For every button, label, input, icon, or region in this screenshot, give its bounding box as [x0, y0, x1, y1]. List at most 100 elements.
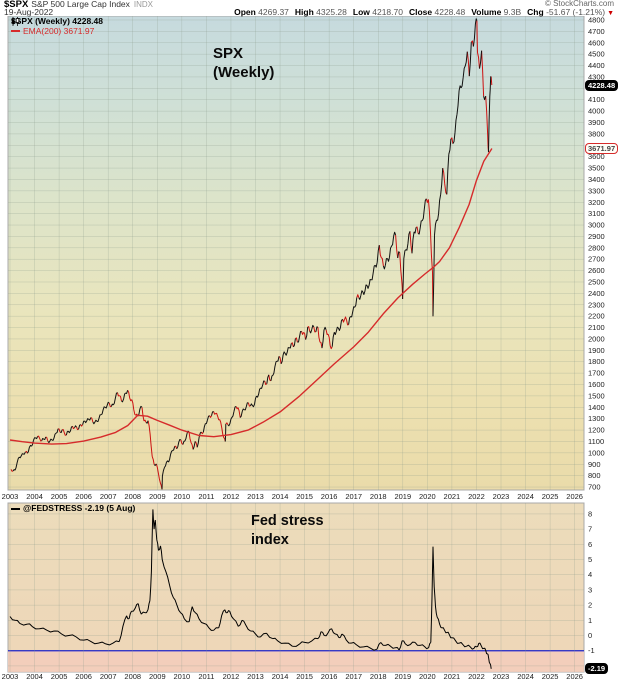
svg-text:2018: 2018: [370, 492, 387, 501]
svg-text:2010: 2010: [174, 672, 191, 680]
exchange-label: INDX: [133, 0, 154, 9]
lower-chart-legend: @FEDSTRESS -2.19 (5 Aug): [11, 503, 135, 514]
svg-text:2008: 2008: [124, 492, 141, 501]
svg-text:2015: 2015: [296, 492, 313, 501]
svg-text:2011: 2011: [198, 492, 214, 501]
fedstress-legend-row: @FEDSTRESS -2.19 (5 Aug): [11, 503, 135, 514]
svg-text:2021: 2021: [444, 492, 461, 501]
svg-text:2200: 2200: [588, 312, 605, 321]
svg-text:3300: 3300: [588, 186, 605, 195]
fedstress-line-swatch-icon: [11, 507, 20, 510]
ticker-name: S&P 500 Large Cap Index: [31, 0, 130, 9]
svg-text:2013: 2013: [247, 492, 264, 501]
svg-text:1600: 1600: [588, 380, 605, 389]
svg-text:4700: 4700: [588, 27, 605, 36]
svg-text:1300: 1300: [588, 414, 605, 423]
svg-text:3: 3: [588, 585, 592, 594]
svg-text:3200: 3200: [588, 198, 605, 207]
svg-text:2010: 2010: [174, 492, 191, 501]
svg-text:2008: 2008: [124, 672, 141, 680]
main-chart-legend: $SPX (Weekly) 4228.48 EMA(200) 3671.97: [11, 16, 103, 36]
quote-label: Low: [352, 7, 370, 17]
quote-label: Open: [234, 7, 256, 17]
svg-text:4400: 4400: [588, 61, 605, 70]
svg-text:2022: 2022: [468, 492, 485, 501]
svg-text:2023: 2023: [493, 672, 510, 680]
price-legend-label: $SPX (Weekly) 4228.48: [11, 16, 103, 26]
svg-text:1700: 1700: [588, 369, 605, 378]
svg-text:2300: 2300: [588, 300, 605, 309]
svg-text:2019: 2019: [394, 492, 411, 501]
svg-text:1100: 1100: [588, 437, 604, 446]
svg-text:2016: 2016: [321, 492, 338, 501]
svg-text:4: 4: [588, 570, 592, 579]
svg-text:1200: 1200: [588, 426, 605, 435]
price-legend-row: $SPX (Weekly) 4228.48: [11, 16, 103, 27]
svg-text:2007: 2007: [100, 672, 117, 680]
svg-text:2014: 2014: [272, 492, 289, 501]
svg-text:2018: 2018: [370, 672, 387, 680]
svg-text:-1: -1: [588, 646, 595, 655]
svg-text:2020: 2020: [419, 672, 436, 680]
title-row: $SPX S&P 500 Large Cap Index INDX © StockC…: [4, 0, 614, 9]
svg-text:2: 2: [588, 601, 592, 610]
svg-text:2024: 2024: [517, 492, 534, 501]
chart-header: $SPX S&P 500 Large Cap Index INDX © StockC…: [0, 0, 618, 17]
svg-text:2100: 2100: [588, 323, 605, 332]
quote-value: 4228.48: [432, 7, 466, 17]
svg-text:2400: 2400: [588, 289, 605, 298]
svg-text:0: 0: [588, 631, 592, 640]
quote-row: 19-Aug-2022 Open 4269.37 High 4325.28 Low …: [4, 7, 614, 17]
svg-text:2004: 2004: [26, 492, 43, 501]
svg-text:3900: 3900: [588, 118, 605, 127]
candlestick-icon: [11, 17, 20, 26]
svg-text:3800: 3800: [588, 129, 605, 138]
last-price-badge: 4228.48: [585, 79, 618, 91]
panel-backgrounds: [7, 15, 585, 673]
quote-value: 4269.37: [255, 7, 289, 17]
svg-text:2800: 2800: [588, 243, 605, 252]
svg-text:2004: 2004: [26, 672, 43, 680]
copyright: © StockCharts.com: [544, 0, 614, 8]
svg-text:2025: 2025: [542, 672, 559, 680]
svg-text:2022: 2022: [468, 672, 485, 680]
svg-text:1000: 1000: [588, 448, 605, 457]
main-chart-annotation: SPX (Weekly): [213, 45, 275, 81]
svg-text:2017: 2017: [345, 492, 362, 501]
svg-text:2009: 2009: [149, 492, 166, 501]
svg-text:2019: 2019: [394, 672, 411, 680]
svg-text:2023: 2023: [493, 492, 510, 501]
svg-text:3600: 3600: [588, 152, 605, 161]
svg-text:3000: 3000: [588, 221, 605, 230]
quote-label: Close: [408, 7, 433, 17]
svg-text:800: 800: [588, 471, 601, 480]
svg-text:2006: 2006: [75, 492, 92, 501]
svg-text:2900: 2900: [588, 232, 605, 241]
svg-text:4300: 4300: [588, 72, 605, 81]
svg-text:1800: 1800: [588, 357, 605, 366]
svg-text:5: 5: [588, 555, 592, 564]
quote-label: High: [294, 7, 314, 17]
svg-text:2700: 2700: [588, 255, 605, 264]
svg-text:2006: 2006: [75, 672, 92, 680]
svg-text:4100: 4100: [588, 95, 605, 104]
svg-text:2005: 2005: [51, 672, 68, 680]
svg-text:700: 700: [588, 483, 601, 492]
svg-text:1500: 1500: [588, 391, 605, 400]
svg-text:3400: 3400: [588, 175, 605, 184]
svg-text:2026: 2026: [566, 672, 583, 680]
svg-text:2021: 2021: [444, 672, 461, 680]
change-down-icon: ▼: [605, 10, 614, 17]
svg-text:2007: 2007: [100, 492, 117, 501]
svg-text:2014: 2014: [272, 672, 289, 680]
quote-value: 9.3B: [501, 7, 522, 17]
svg-text:2012: 2012: [223, 492, 240, 501]
ema-line-swatch-icon: [11, 30, 20, 33]
svg-text:7: 7: [588, 525, 592, 534]
data-series: [9, 18, 493, 669]
ema-value-badge: 3671.97: [585, 142, 618, 154]
lower-chart-annotation: Fed stress index: [251, 513, 324, 548]
svg-text:2026: 2026: [566, 492, 583, 501]
quote-value: 4325.28: [313, 7, 347, 17]
